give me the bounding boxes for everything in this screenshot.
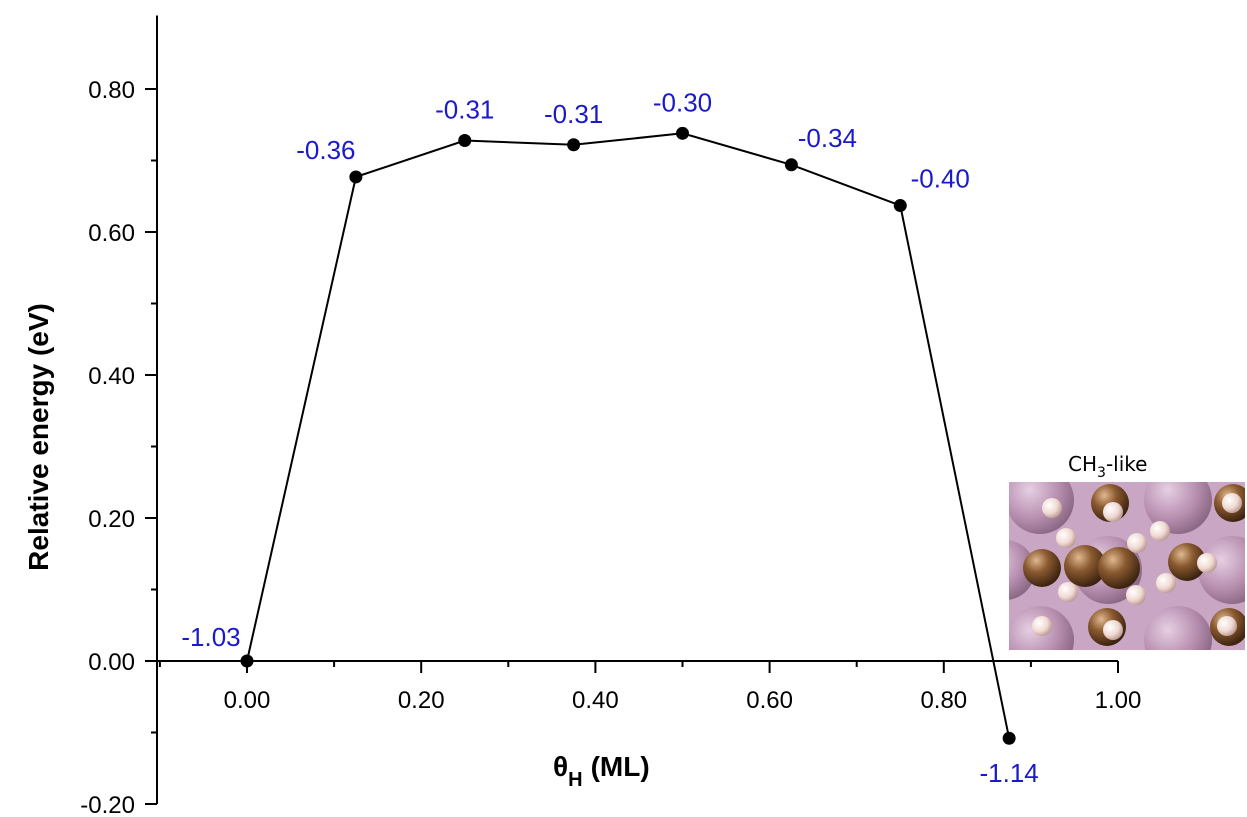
y-axis-title: Relative energy (eV) (23, 303, 54, 571)
x-tick-label: 0.60 (746, 687, 793, 714)
hydrogen-atom (1150, 521, 1170, 541)
inset-title-suffix: -like (1106, 452, 1148, 476)
series-layer (240, 126, 1016, 745)
data-point (893, 199, 907, 213)
axes: -0.20 0.00 0.20 0.40 0.60 0.80 0.00 0.20 0.40 0.6… (80, 15, 1142, 817)
metal-atom (1009, 482, 1074, 534)
carbon-atom (1168, 543, 1206, 581)
inset-title: CH3-like (1068, 452, 1147, 481)
data-point (1002, 731, 1016, 745)
hydrogen-atom (1042, 498, 1062, 518)
inset-title-main: CH (1068, 452, 1097, 476)
carbon-atom (1023, 549, 1061, 587)
data-labels: -1.03 -0.36 -0.31 -0.31 -0.30 -0.34 -0.40 -1.14 (181, 87, 1038, 788)
hydrogen-atom (1217, 616, 1237, 636)
data-point (349, 170, 363, 184)
data-point (458, 133, 472, 147)
hydrogen-atom (1058, 582, 1078, 602)
y-tick-label: 0.00 (88, 649, 135, 676)
y-tick-label: -0.20 (80, 792, 135, 817)
hydrogen-atom (1197, 553, 1217, 573)
hydrogen-atom (1127, 533, 1147, 553)
hydrogen-atom (1156, 573, 1176, 593)
x-tick-label: 0.00 (224, 687, 271, 714)
data-point (784, 158, 798, 172)
y-tick-label: 0.40 (88, 363, 135, 390)
hydrogen-atom (1056, 528, 1076, 548)
hydrogen-atom (1126, 585, 1146, 605)
data-point (240, 654, 254, 668)
data-label: -0.30 (653, 87, 712, 117)
x-axis-title: θH (ML) (553, 751, 650, 791)
y-tick-label: 0.80 (88, 77, 135, 104)
data-label: -0.36 (296, 135, 355, 165)
data-point (676, 126, 689, 140)
y-tick-label: 0.60 (88, 220, 135, 247)
data-label: -1.03 (181, 622, 240, 652)
x-axis-title-unit: (ML) (591, 751, 650, 782)
metal-atom (1198, 536, 1245, 604)
data-point (567, 138, 581, 152)
hydrogen-atom (1222, 493, 1242, 513)
data-label: -0.40 (911, 164, 970, 194)
hydrogen-atom (1103, 502, 1123, 522)
x-axis-title-symbol: θ (553, 751, 568, 782)
x-axis-title-subscript: H (568, 769, 582, 791)
series-line (246, 132, 1011, 739)
metal-atom (1144, 606, 1212, 650)
hydrogen-atom (1032, 616, 1052, 636)
hydrogen-atom (1103, 620, 1123, 640)
carbon-atom (1098, 547, 1140, 589)
metal-atom (1009, 606, 1074, 650)
carbon-atom (1064, 545, 1106, 587)
x-tick-label: 0.20 (398, 687, 445, 714)
data-label: -0.31 (544, 99, 603, 129)
inset-title-sub: 3 (1097, 465, 1106, 481)
data-label: -0.34 (798, 123, 857, 153)
x-tick-label: 0.80 (920, 687, 967, 714)
x-tick-label: 1.00 (1095, 687, 1142, 714)
y-tick-label: 0.20 (88, 506, 135, 533)
metal-atom (1144, 482, 1212, 534)
inset-structure: CH3-like (1009, 452, 1245, 650)
x-tick-label: 0.40 (572, 687, 619, 714)
data-label: -0.31 (435, 94, 494, 124)
data-label: -1.14 (979, 758, 1038, 788)
